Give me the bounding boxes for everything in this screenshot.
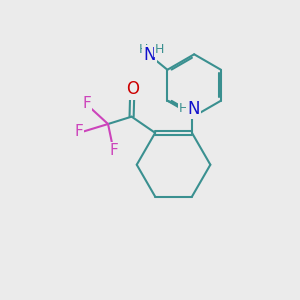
Text: H: H — [155, 43, 164, 56]
Text: F: F — [110, 143, 118, 158]
Text: H: H — [179, 102, 188, 115]
Text: H: H — [138, 43, 148, 56]
Text: F: F — [74, 124, 83, 139]
Text: O: O — [126, 80, 139, 98]
Text: F: F — [82, 96, 91, 111]
Text: N: N — [143, 46, 156, 64]
Text: N: N — [187, 100, 200, 118]
